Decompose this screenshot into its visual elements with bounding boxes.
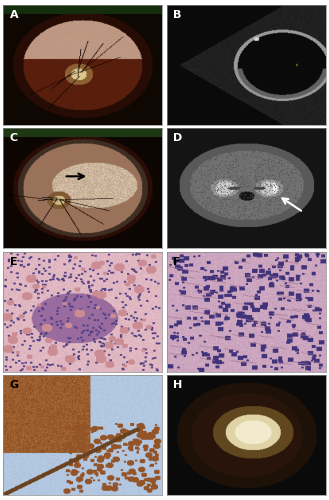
Text: D: D [173,133,183,143]
Text: C: C [10,133,18,143]
Text: B: B [173,10,182,20]
Text: E: E [10,256,17,266]
Text: H: H [173,380,183,390]
Text: F: F [173,256,181,266]
Text: A: A [10,10,18,20]
Text: G: G [10,380,19,390]
